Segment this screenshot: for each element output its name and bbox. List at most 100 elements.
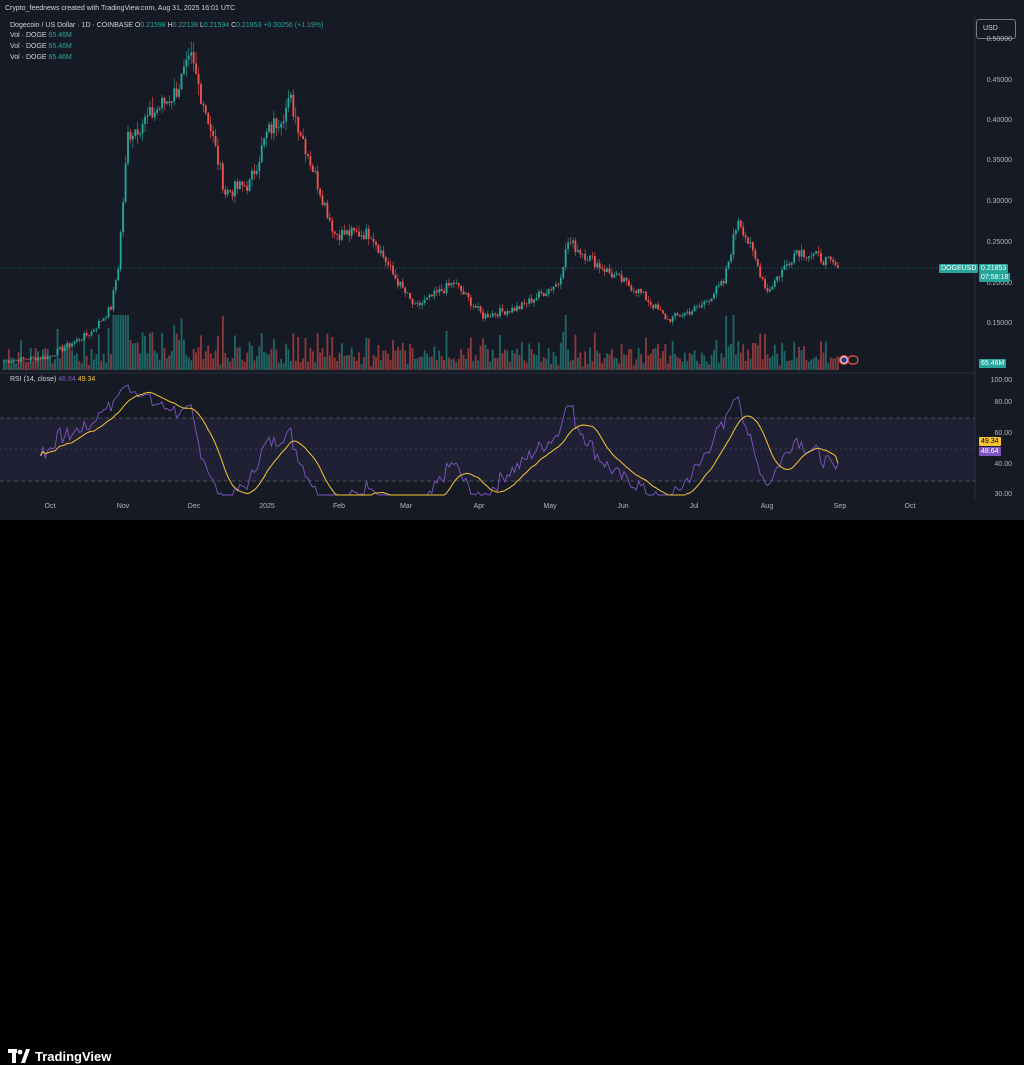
volume-bar — [302, 358, 304, 370]
volume-bar — [635, 359, 638, 370]
volume-bar — [163, 347, 166, 370]
volume-bar — [518, 354, 521, 370]
tradingview-logo[interactable]: TradingView — [8, 1047, 111, 1065]
candle-body — [350, 227, 353, 236]
time-tick: Oct — [904, 503, 916, 510]
volume-bar — [68, 345, 71, 370]
candle-body — [460, 285, 463, 292]
candle-body — [253, 170, 256, 174]
volume-bar — [627, 349, 630, 370]
volume-bar — [552, 351, 555, 370]
volume-bar — [63, 344, 66, 370]
rsi-legend[interactable]: RSI (14, close) 48.64 49.34 — [10, 375, 95, 384]
candle-body — [76, 339, 78, 342]
candle-body — [343, 230, 346, 235]
price-tick: 0.25000 — [986, 239, 1012, 246]
volume-bar — [637, 348, 640, 370]
candle-body — [817, 251, 820, 254]
candle-body — [195, 63, 198, 75]
symbol-title[interactable]: Dogecoin / US Dollar · 1D · COINBASE — [10, 22, 133, 29]
currency-button[interactable]: USD — [976, 19, 1016, 39]
candle-body — [221, 163, 224, 190]
candle-body — [693, 306, 696, 312]
candle-body — [764, 279, 766, 289]
rsi-ma-tag: 49.34 — [979, 437, 1001, 446]
candle-body — [584, 253, 587, 260]
volume-bar — [22, 358, 25, 370]
candle-body — [345, 230, 348, 235]
chart-canvas[interactable] — [0, 0, 1024, 520]
candle-body — [379, 250, 382, 253]
candle-body — [676, 313, 679, 316]
candle-body — [450, 282, 453, 286]
candle-body — [688, 311, 691, 315]
volume-bar — [34, 348, 37, 370]
volume-bar — [321, 347, 324, 370]
volume-bar — [173, 325, 176, 370]
candle-body — [129, 131, 132, 140]
volume-bar — [396, 346, 399, 370]
volume-bar — [7, 349, 10, 370]
candle-body — [662, 310, 664, 314]
volume-bar — [404, 350, 407, 370]
volume-bar — [294, 360, 297, 370]
volume-bar — [662, 351, 664, 370]
candle-body — [219, 163, 222, 165]
candle-body — [525, 303, 528, 305]
candle-body — [387, 262, 390, 266]
volume-bar — [681, 361, 684, 370]
candle-body — [484, 313, 487, 319]
vol-row[interactable]: Vol · DOGE 65.46M — [10, 31, 72, 40]
volume-bar — [457, 358, 460, 370]
volume-bar — [5, 359, 8, 370]
volume-bar — [703, 355, 706, 370]
candle-body — [326, 202, 329, 218]
candle-body — [479, 306, 482, 312]
candle-body — [727, 261, 730, 269]
volume-bar — [183, 339, 185, 370]
candle-body — [569, 242, 572, 243]
volume-bar — [73, 355, 76, 370]
candle-body — [486, 313, 489, 318]
vol-row[interactable]: Vol · DOGE 65.46M — [10, 42, 72, 51]
candle-body — [742, 226, 745, 236]
price-tick: 0.35000 — [986, 157, 1012, 164]
candle-body — [734, 230, 737, 235]
candle-body — [445, 282, 448, 294]
candle-body — [316, 171, 319, 189]
candle-body — [469, 297, 472, 306]
price-tick: 0.45000 — [986, 77, 1012, 84]
volume-bar — [501, 353, 504, 370]
candle-body — [217, 145, 219, 165]
volume-bar — [649, 353, 652, 370]
chart-frame[interactable]: Crypto_feednews created with TradingView… — [0, 0, 1024, 520]
candle-body — [246, 186, 249, 191]
volume-bar — [489, 361, 492, 370]
candle-body — [623, 277, 625, 282]
candle-body — [338, 234, 341, 240]
vol-row[interactable]: Vol · DOGE 65.46M — [10, 53, 72, 62]
candle-body — [423, 299, 426, 303]
volume-bar — [469, 337, 472, 370]
volume-bar — [336, 361, 339, 370]
volume-bar — [190, 360, 193, 370]
candle-body — [435, 290, 438, 293]
candle-body — [333, 231, 336, 234]
candle-body — [720, 281, 723, 286]
volume-bar — [32, 360, 35, 370]
volume-bar — [749, 358, 752, 370]
volume-bar — [285, 343, 287, 370]
volume-bar — [654, 347, 657, 370]
candle-body — [438, 289, 441, 293]
volume-bar — [282, 363, 285, 370]
candle-body — [542, 293, 545, 296]
high-value: 0.22138 — [172, 22, 198, 29]
candle-body — [377, 245, 380, 253]
volume-bar — [564, 315, 567, 370]
volume-bar — [613, 357, 616, 370]
candle-body — [713, 293, 715, 299]
volume-bar — [253, 360, 256, 370]
candle-body — [411, 298, 414, 305]
volume-bar — [555, 356, 557, 370]
volume-bar — [730, 343, 732, 370]
